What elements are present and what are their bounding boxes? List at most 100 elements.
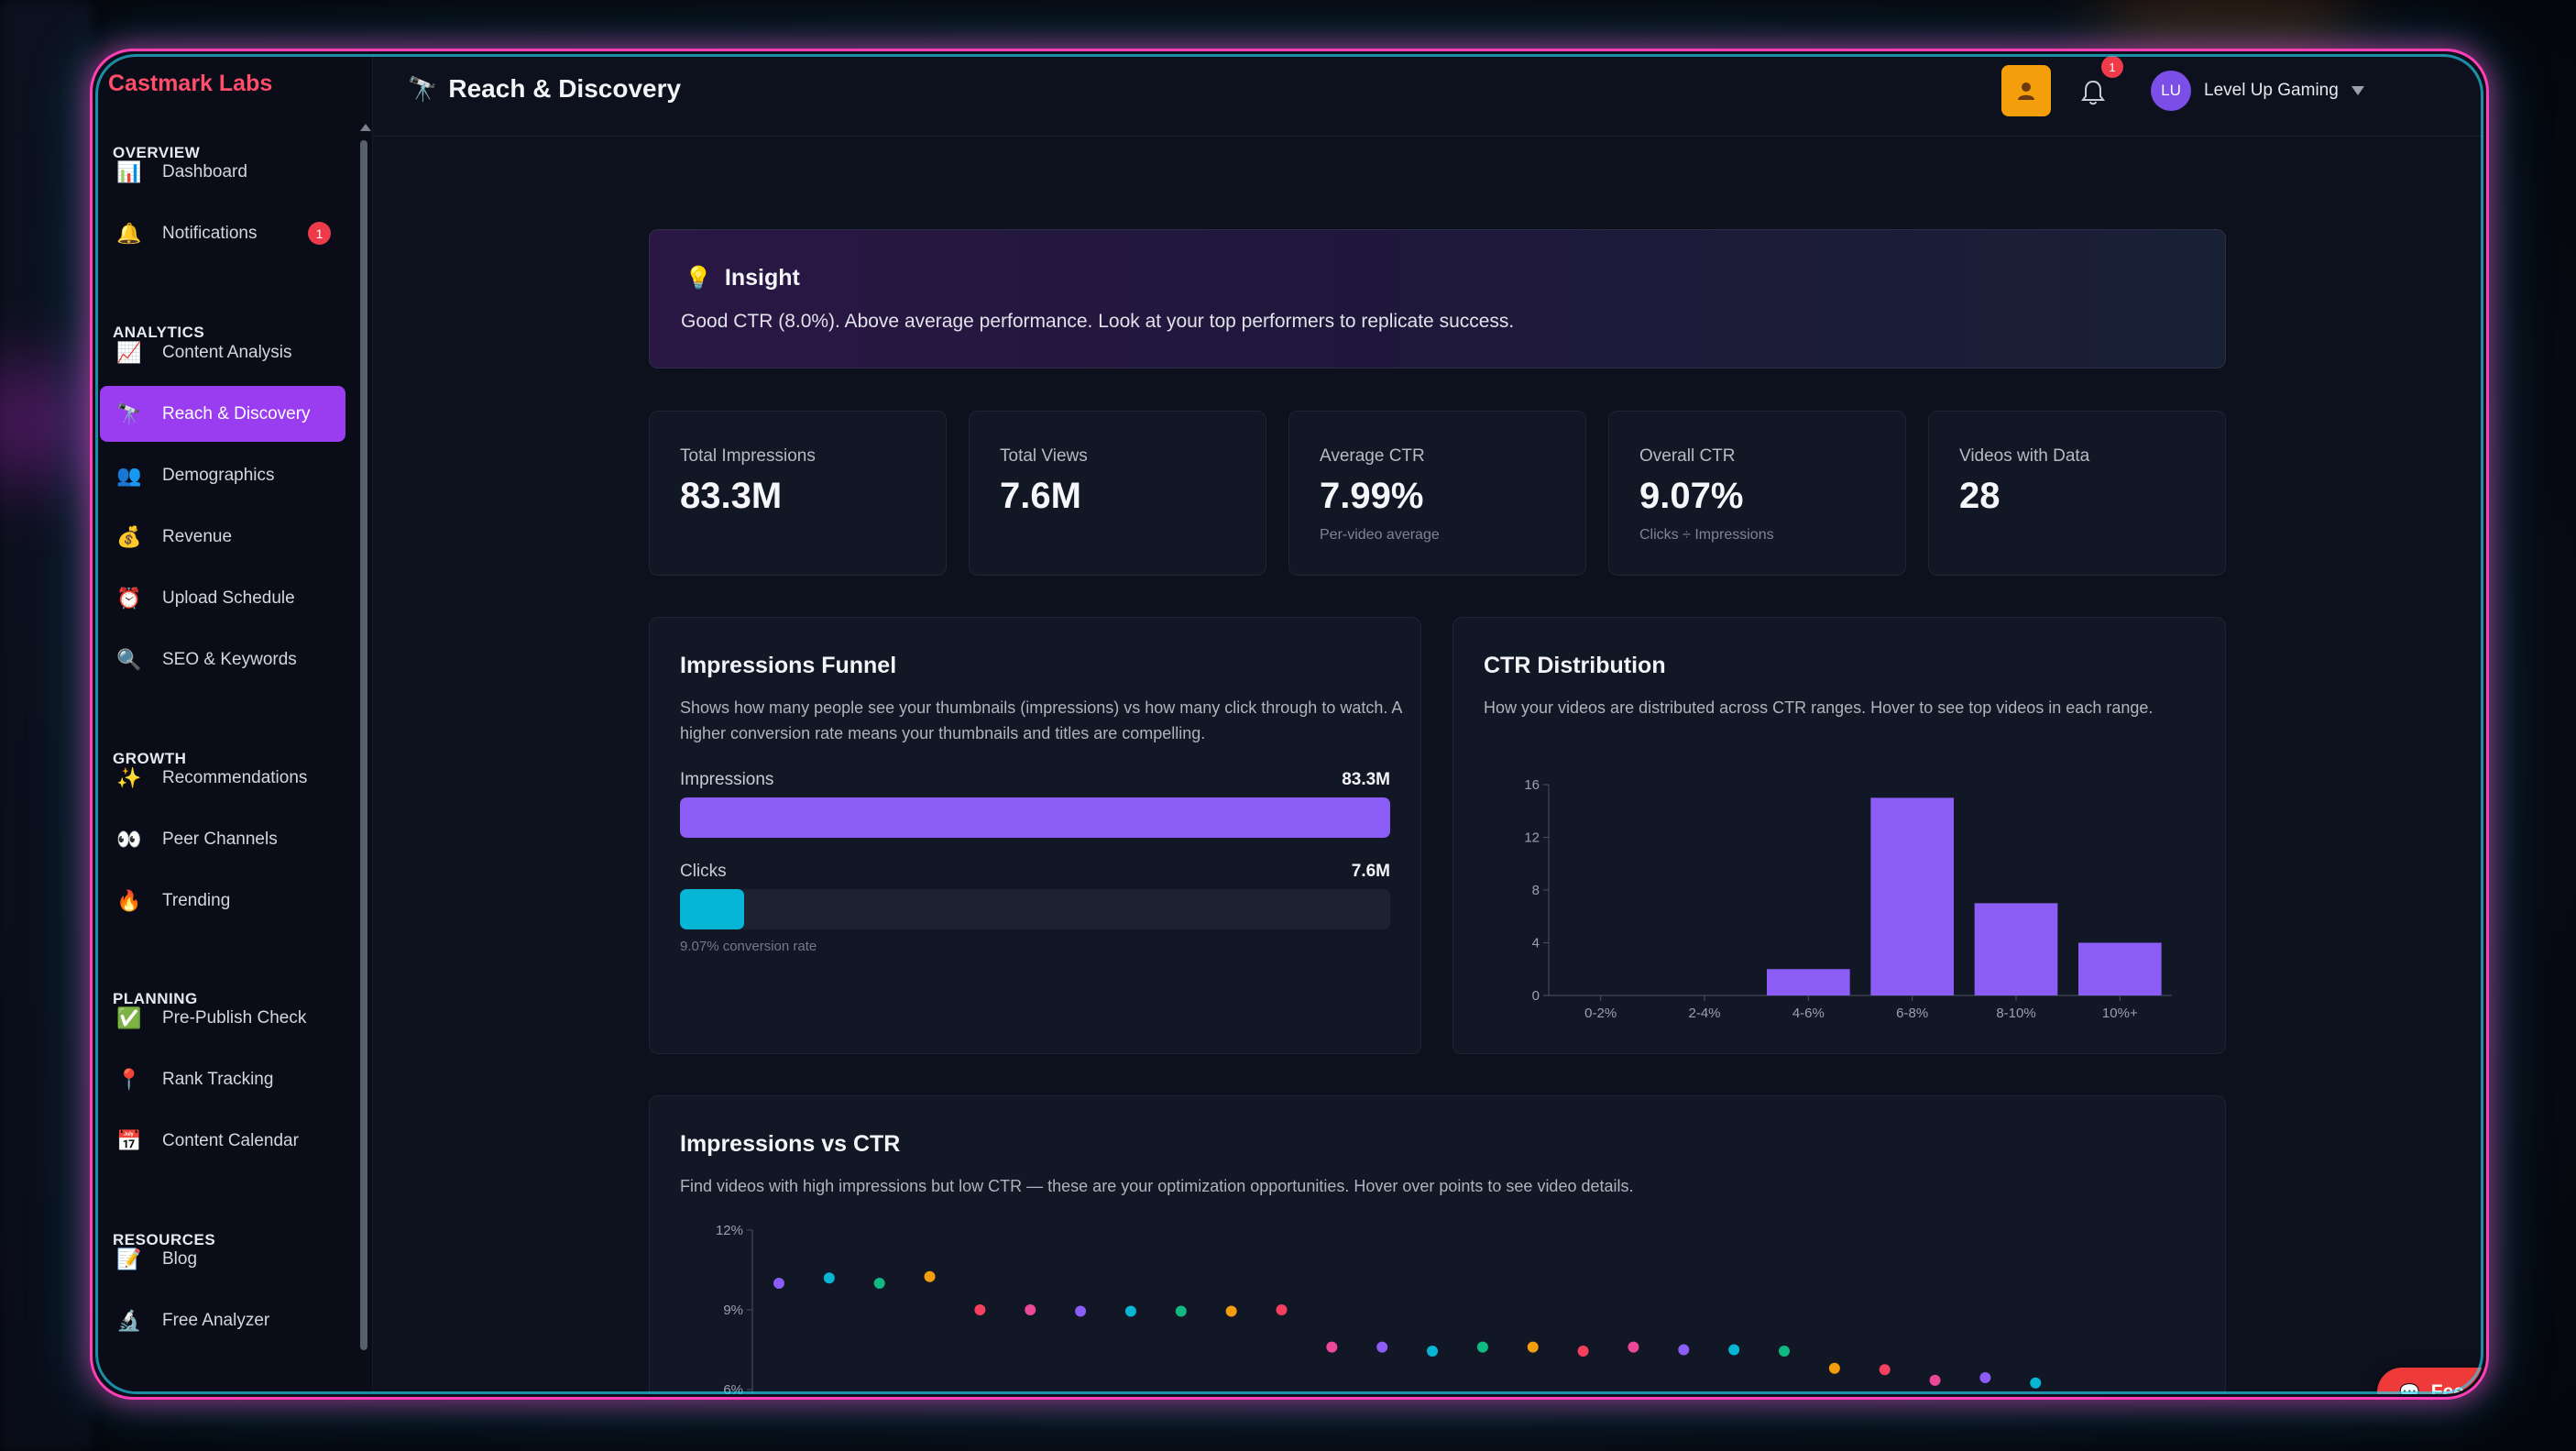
sidebar-scrollbar[interactable] xyxy=(358,124,371,1358)
y-tick-label: 12% xyxy=(716,1223,743,1238)
calendar-icon: 📅 xyxy=(116,1128,142,1152)
insight-title: Insight xyxy=(724,265,800,291)
scatter-point[interactable] xyxy=(1728,1344,1740,1356)
scatter-point[interactable] xyxy=(1376,1341,1388,1353)
sidebar-item-label: Recommendations xyxy=(162,767,308,787)
sidebar-item-demographics[interactable]: 👥 Demographics xyxy=(100,447,345,503)
panel-description: Find videos with high impressions but lo… xyxy=(680,1177,1634,1195)
feedback-button[interactable]: 💬 Feedback xyxy=(2377,1368,2483,1394)
scatter-point[interactable] xyxy=(974,1304,986,1315)
scatter-point[interactable] xyxy=(1879,1364,1891,1376)
stat-label: Average CTR xyxy=(1320,446,1425,466)
stat-label: Total Impressions xyxy=(680,446,816,466)
page-title: Reach & Discovery xyxy=(448,74,682,103)
scatter-point[interactable] xyxy=(2030,1377,2042,1389)
sidebar-item-recommendations[interactable]: ✨ Recommendations xyxy=(100,750,345,806)
sidebar-section-label: GROWTH xyxy=(113,750,187,767)
scrollbar-thumb[interactable] xyxy=(360,140,367,1350)
sidebar-item-peer-channels[interactable]: 👀 Peer Channels xyxy=(100,811,345,867)
profile-button[interactable] xyxy=(2001,65,2051,116)
notifications-button[interactable] xyxy=(2073,72,2113,113)
fire-icon: 🔥 xyxy=(116,888,142,912)
scatter-point[interactable] xyxy=(1175,1305,1187,1317)
sidebar-item-upload-schedule[interactable]: ⏰ Upload Schedule xyxy=(100,570,345,626)
scatter-point[interactable] xyxy=(1929,1374,1941,1386)
funnel-label: Impressions xyxy=(680,770,774,789)
scatter-point[interactable] xyxy=(823,1272,835,1284)
scatter-point[interactable] xyxy=(1577,1345,1589,1357)
bar-6-8%[interactable] xyxy=(1870,797,1954,995)
scatter-point[interactable] xyxy=(1427,1345,1439,1357)
caret-down-icon xyxy=(2351,86,2364,95)
sidebar-item-pre-publish-check[interactable]: ✅ Pre-Publish Check xyxy=(100,990,345,1046)
sidebar-item-rank-tracking[interactable]: 📍 Rank Tracking xyxy=(100,1051,345,1107)
scatter-point[interactable] xyxy=(873,1278,885,1289)
sidebar-item-content-analysis[interactable]: 📈 Content Analysis xyxy=(100,324,345,380)
stat-card-total-impressions: Total Impressions 83.3M xyxy=(649,411,947,576)
sidebar-item-label: Content Analysis xyxy=(162,342,292,362)
sidebar-item-label: Dashboard xyxy=(162,161,247,181)
bar-chart-icon: 📊 xyxy=(116,159,142,183)
bell-icon xyxy=(2081,80,2105,105)
stat-sublabel: Clicks ÷ Impressions xyxy=(1639,527,1774,543)
scatter-point[interactable] xyxy=(1628,1341,1639,1353)
stat-card-overall-ctr: Overall CTR 9.07% Clicks ÷ Impressions xyxy=(1608,411,1906,576)
insight-banner: 💡 Insight Good CTR (8.0%). Above average… xyxy=(649,229,2226,368)
document-icon: 📝 xyxy=(116,1247,142,1270)
sidebar-item-label: Revenue xyxy=(162,526,233,546)
scatter-point[interactable] xyxy=(1025,1304,1036,1315)
y-tick-label: 12 xyxy=(1524,830,1540,846)
scatter-point[interactable] xyxy=(1527,1341,1539,1353)
bar-10%+[interactable] xyxy=(2078,942,2162,996)
bell-icon: 🔔 xyxy=(116,221,142,245)
bar-8-10%[interactable] xyxy=(1974,903,2058,995)
scatter-point[interactable] xyxy=(1779,1345,1790,1357)
scroll-up-arrow-icon[interactable] xyxy=(360,124,371,131)
background-glow xyxy=(2108,0,2346,55)
scatter-point[interactable] xyxy=(1979,1371,1991,1383)
sidebar-item-reach-discovery[interactable]: 🔭 Reach & Discovery xyxy=(100,386,345,442)
funnel-bar-impressions[interactable] xyxy=(680,797,1390,838)
scatter-point[interactable] xyxy=(1678,1344,1690,1356)
brand-logo[interactable]: Castmark Labs xyxy=(108,71,273,96)
check-box-icon: ✅ xyxy=(116,1006,142,1029)
sidebar-section-label: PLANNING xyxy=(113,990,198,1007)
background-glow xyxy=(0,367,110,477)
sidebar-item-trending[interactable]: 🔥 Trending xyxy=(100,873,345,929)
sidebar-item-revenue[interactable]: 💰 Revenue xyxy=(100,509,345,565)
scatter-point[interactable] xyxy=(1075,1305,1087,1317)
stat-card-videos-with-data: Videos with Data 28 xyxy=(1928,411,2226,576)
x-tick-label: 6-8% xyxy=(1896,1006,1928,1021)
page-title-wrap: 🔭 Reach & Discovery xyxy=(408,74,681,104)
scatter-point[interactable] xyxy=(773,1278,784,1289)
scatter-point[interactable] xyxy=(1276,1304,1288,1315)
sidebar-item-label: Pre-Publish Check xyxy=(162,1007,307,1028)
sparkles-icon: ✨ xyxy=(116,765,142,789)
x-tick-label: 4-6% xyxy=(1792,1006,1825,1021)
funnel-bar-clicks[interactable] xyxy=(680,889,745,929)
sidebar-item-blog[interactable]: 📝 Blog xyxy=(100,1231,345,1287)
sidebar-section-label: OVERVIEW xyxy=(113,144,201,161)
sidebar-item-seo-keywords[interactable]: 🔍 SEO & Keywords xyxy=(100,632,345,687)
scatter-point[interactable] xyxy=(2131,1396,2142,1397)
sidebar-item-content-calendar[interactable]: 📅 Content Calendar xyxy=(100,1113,345,1169)
sidebar-item-dashboard[interactable]: 📊 Dashboard xyxy=(100,144,345,200)
conversion-rate-note: 9.07% conversion rate xyxy=(680,939,817,954)
sidebar-item-free-analyzer[interactable]: 🔬 Free Analyzer xyxy=(100,1292,345,1348)
scatter-point[interactable] xyxy=(1828,1362,1840,1374)
user-menu[interactable]: LU Level Up Gaming xyxy=(2151,71,2364,111)
scatter-point[interactable] xyxy=(1326,1341,1338,1353)
bar-4-6%[interactable] xyxy=(1767,969,1850,995)
scatter-point[interactable] xyxy=(1124,1305,1136,1317)
sidebar-item-label: SEO & Keywords xyxy=(162,649,297,669)
magnifier-icon: 🔍 xyxy=(116,647,142,671)
stat-label: Videos with Data xyxy=(1959,446,2090,466)
sidebar-item-label: Rank Tracking xyxy=(162,1069,274,1089)
scatter-point[interactable] xyxy=(1476,1341,1488,1353)
scatter-point[interactable] xyxy=(924,1270,936,1282)
stat-label: Total Views xyxy=(1000,446,1088,466)
sidebar-item-notifications[interactable]: 🔔 Notifications 1 xyxy=(100,205,345,261)
scatter-point[interactable] xyxy=(1225,1305,1237,1317)
stat-sublabel: Per-video average xyxy=(1320,527,1440,543)
scatter-point[interactable] xyxy=(2080,1395,2091,1397)
